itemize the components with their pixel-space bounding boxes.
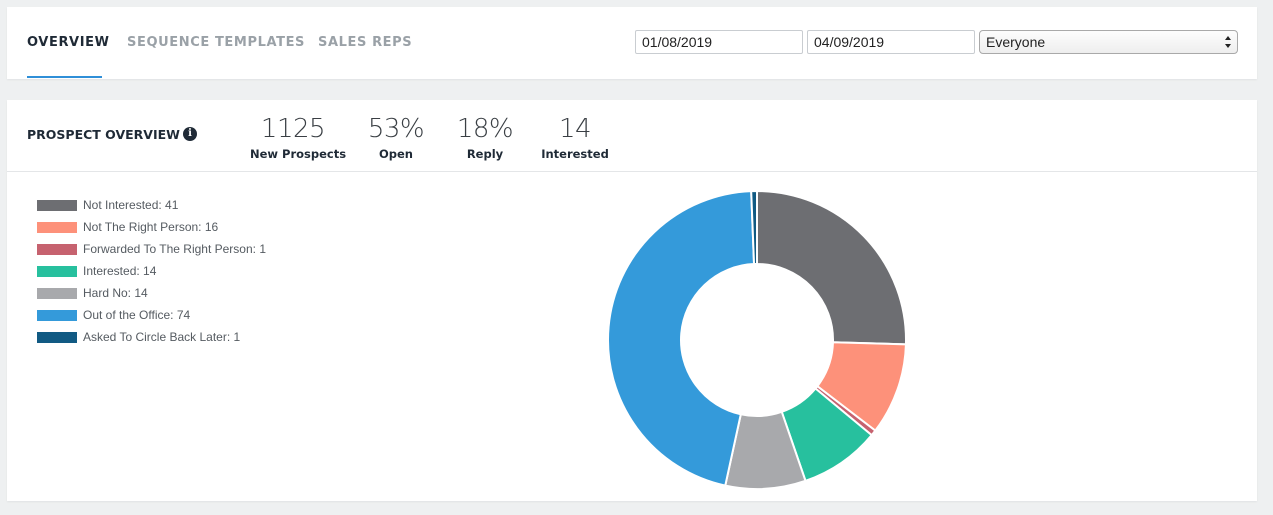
legend-label: Out of the Office: 74 <box>83 308 191 322</box>
info-icon[interactable]: i <box>183 127 197 141</box>
stat-label: New Prospects <box>250 147 347 161</box>
stat-value: 53% <box>367 114 425 144</box>
legend-swatch <box>37 243 77 255</box>
legend-item[interactable]: Asked To Circle Back Later: 1 <box>37 326 266 348</box>
legend-swatch <box>37 221 77 233</box>
legend-label: Not Interested: 41 <box>83 198 179 212</box>
user-filter-select[interactable]: Everyone <box>979 30 1238 54</box>
prospect-donut-chart <box>607 189 907 490</box>
select-arrows-icon <box>1225 36 1231 48</box>
card-header: PROSPECT OVERVIEW i 1125 New Prospects 5… <box>7 100 1257 172</box>
stat-label: Reply <box>466 147 504 161</box>
stat-interested: 14 Interested <box>535 114 615 161</box>
prospect-overview-card: PROSPECT OVERVIEW i 1125 New Prospects 5… <box>7 100 1257 501</box>
tab-overview[interactable]: OVERVIEW <box>27 35 110 50</box>
legend-swatch <box>37 309 77 321</box>
active-tab-indicator <box>27 76 102 78</box>
legend-item[interactable]: Hard No: 14 <box>37 282 266 304</box>
donut-slice-asked-to-circle-back-later[interactable] <box>750 189 758 266</box>
legend-label: Not The Right Person: 16 <box>83 220 219 234</box>
legend-label: Asked To Circle Back Later: 1 <box>83 330 241 344</box>
donut-slice-out-of-the-office[interactable] <box>607 190 756 487</box>
legend-swatch <box>37 199 77 211</box>
legend-swatch <box>37 287 77 299</box>
stat-value: 18% <box>456 114 514 144</box>
legend-item[interactable]: Not The Right Person: 16 <box>37 216 266 238</box>
tab-sequence-templates[interactable]: SEQUENCE TEMPLATES <box>127 35 306 50</box>
legend-label: Interested: 14 <box>83 264 157 278</box>
top-nav-bar: OVERVIEW SEQUENCE TEMPLATES SALES REPS 0… <box>7 7 1257 79</box>
legend-item[interactable]: Interested: 14 <box>37 260 266 282</box>
donut-slice-not-interested[interactable] <box>756 189 907 346</box>
legend-swatch <box>37 331 77 343</box>
stat-value: 14 <box>558 114 592 144</box>
stat-label: Interested <box>541 147 609 161</box>
legend-item[interactable]: Out of the Office: 74 <box>37 304 266 326</box>
stat-reply: 18% Reply <box>445 114 525 161</box>
user-filter-value: Everyone <box>986 34 1046 50</box>
stat-label: Open <box>379 147 413 161</box>
start-date-input[interactable]: 01/08/2019 <box>635 30 803 54</box>
card-title: PROSPECT OVERVIEW <box>27 127 180 142</box>
end-date-input[interactable]: 04/09/2019 <box>807 30 975 54</box>
legend-item[interactable]: Forwarded To The Right Person: 1 <box>37 238 266 260</box>
stat-open: 53% Open <box>356 114 436 161</box>
legend-label: Forwarded To The Right Person: 1 <box>83 242 266 256</box>
legend-swatch <box>37 265 77 277</box>
stat-value: 1125 <box>260 114 326 144</box>
tab-sales-reps[interactable]: SALES REPS <box>318 35 413 50</box>
chart-legend: Not Interested: 41 Not The Right Person: … <box>37 194 266 348</box>
legend-item[interactable]: Not Interested: 41 <box>37 194 266 216</box>
stat-new-prospects: 1125 New Prospects <box>250 114 347 161</box>
legend-label: Hard No: 14 <box>83 286 148 300</box>
